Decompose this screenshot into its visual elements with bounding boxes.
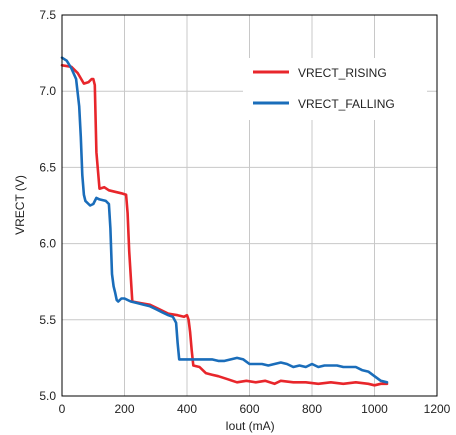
- series-line-vrect-falling: [60, 56, 389, 384]
- y-axis-label: VRECT (V): [13, 175, 27, 235]
- y-tick-label: 6.0: [39, 237, 56, 251]
- x-tick-label: 1200: [424, 402, 451, 416]
- series-layer: [60, 56, 389, 387]
- series-line-vrect-rising: [60, 64, 389, 387]
- y-tick-label: 5.0: [39, 389, 56, 403]
- x-tick-label: 800: [302, 402, 322, 416]
- plot-frame: [61, 14, 438, 397]
- y-tick-labels: 5.0 5.5 6.0 6.5 7.0 7.5: [39, 8, 56, 403]
- y-tick-label: 7.5: [39, 8, 56, 22]
- legend-label-falling: VRECT_FALLING: [298, 97, 395, 111]
- y-tick-label: 5.5: [39, 313, 56, 327]
- x-tick-label: 200: [114, 402, 134, 416]
- y-tick-label: 7.0: [39, 84, 56, 98]
- x-tick-label: 0: [59, 402, 66, 416]
- x-tick-label: 600: [239, 402, 259, 416]
- x-axis-label: Iout (mA): [225, 419, 274, 433]
- legend-background: [243, 58, 427, 120]
- y-tick-label: 6.5: [39, 160, 56, 174]
- legend: VRECT_RISING VRECT_FALLING: [243, 58, 427, 120]
- x-tick-label: 400: [177, 402, 197, 416]
- x-tick-label: 1000: [361, 402, 388, 416]
- x-tick-labels: 0 200 400 600 800 1000 1200: [59, 402, 451, 416]
- legend-label-rising: VRECT_RISING: [298, 66, 387, 80]
